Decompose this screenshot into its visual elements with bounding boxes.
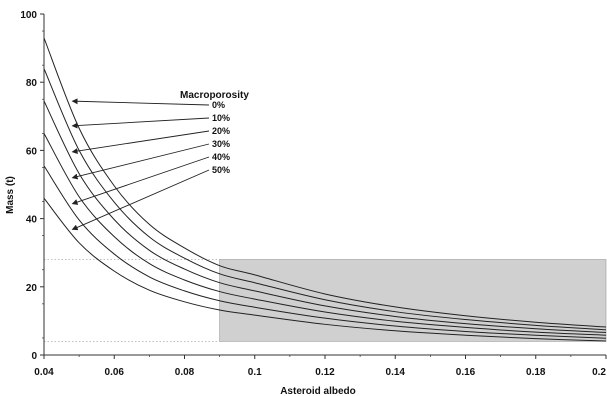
x-tick-label-4: 0.12 [315,367,335,378]
x-tick-label-5: 0.14 [386,367,406,378]
series-line-10pct [43,68,607,331]
legend-leader-30pct [71,143,210,180]
legend-label-30pct: 30% [212,139,230,149]
legend-label-10pct: 10% [212,113,230,123]
y-tick-label-4: 80 [26,78,38,89]
x-tick-label-7: 0.18 [526,367,546,378]
series-line-0pct [43,37,607,328]
x-axis-title: Asteroid albedo [280,386,356,396]
legend-leader-50pct [71,169,210,231]
x-tick-label-1: 0.06 [105,367,125,378]
legend-label-0pct: 0% [212,100,225,110]
series-line-40pct [43,165,607,339]
x-tick-label-8: 0.2 [592,367,606,378]
y-tick-label-5: 100 [20,10,37,21]
legend-leader-20pct [71,130,210,155]
legend-label-20pct: 20% [212,126,230,136]
legend-label-50pct: 50% [212,165,230,175]
x-tick-label-6: 0.16 [456,367,476,378]
y-axis-title: Mass (t) [5,176,16,214]
y-tick-label-0: 0 [31,351,37,362]
y-tick-label-3: 60 [26,146,38,157]
series-line-50pct [43,197,607,342]
y-tick-label-1: 20 [26,283,38,294]
legend-leader-40pct [71,156,210,205]
x-tick-label-2: 0.08 [175,367,195,378]
y-tick-label-2: 40 [26,215,38,226]
x-tick-label-0: 0.04 [34,367,54,378]
legend-title: Macroporosity [180,90,249,101]
series-line-30pct [43,133,607,336]
x-tick-label-3: 0.1 [248,367,262,378]
legend-leader-10pct [71,117,210,129]
legend-leader-0pct [71,98,210,106]
series-line-20pct [43,100,607,333]
legend-label-40pct: 40% [212,152,230,162]
